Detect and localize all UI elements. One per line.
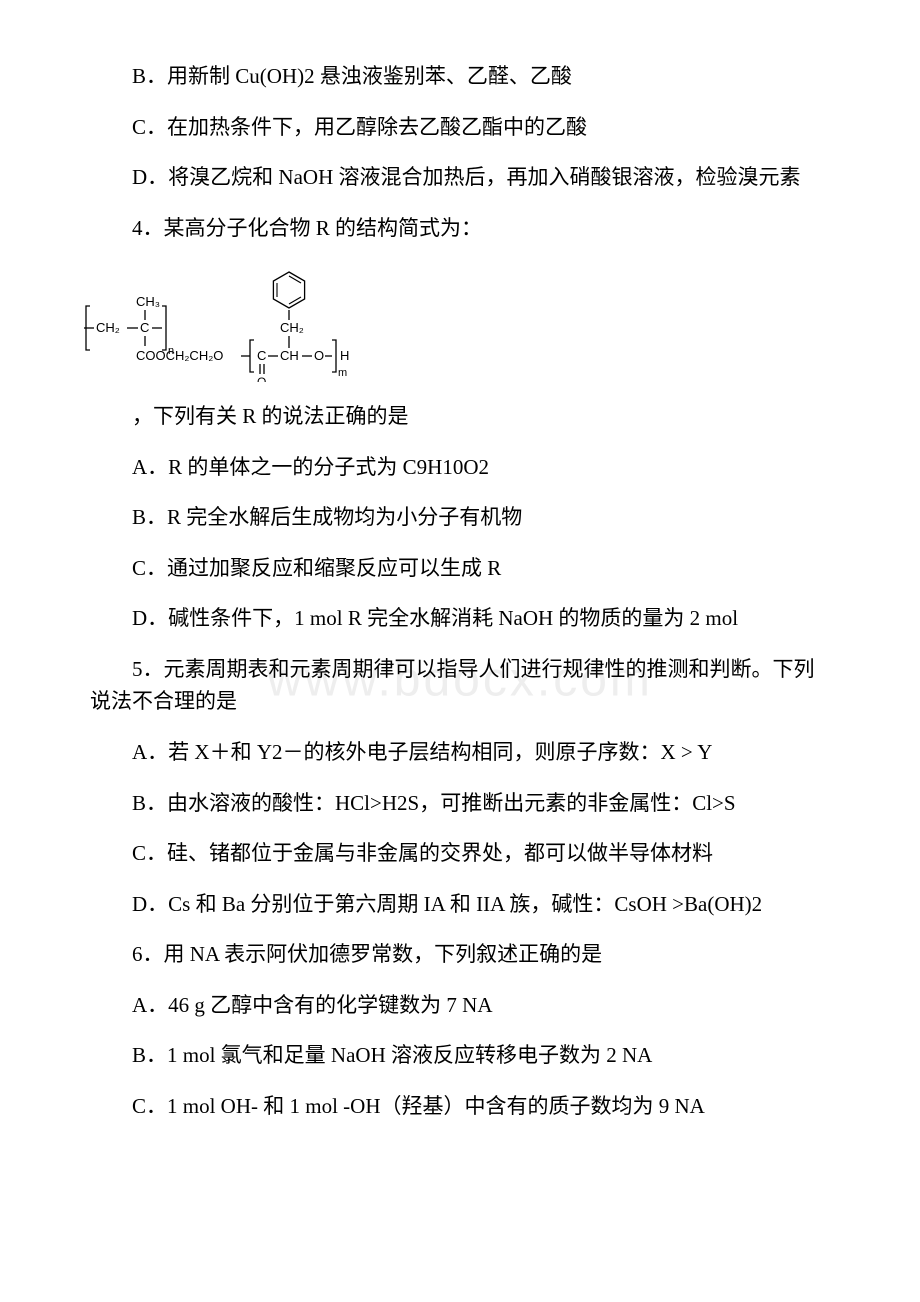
option-5d: D．Cs 和 Ba 分别位于第六周期 IA 和 IIA 族，碱性：CsOH >B… (90, 888, 830, 921)
formula-cooch: COOCH₂CH₂O (136, 348, 223, 363)
structure-svg: CH₂ C CH₃ n COOCH₂CH₂O C CH (84, 262, 424, 382)
formula-c-center: C (140, 320, 149, 335)
question-6-stem: 6．用 NA 表示阿伏加德罗常数，下列叙述正确的是 (90, 938, 830, 971)
option-4a: A．R 的单体之一的分子式为 C9H10O2 (90, 451, 830, 484)
formula-o-double: O (257, 375, 266, 382)
option-5c: C．硅、锗都位于金属与非金属的交界处，都可以做半导体材料 (90, 837, 830, 870)
formula-c-bottom: C (257, 348, 266, 363)
option-4b: B．R 完全水解后生成物均为小分子有机物 (90, 501, 830, 534)
question-4-tail: ，下列有关 R 的说法正确的是 (90, 400, 830, 433)
option-6b: B．1 mol 氯气和足量 NaOH 溶液反应转移电子数为 2 NA (90, 1039, 830, 1072)
question-4-stem: 4．某高分子化合物 R 的结构简式为： (90, 212, 830, 245)
option-3d: D．将溴乙烷和 NaOH 溶液混合加热后，再加入硝酸银溶液，检验溴元素 (90, 161, 830, 194)
question-5-stem: 5．元素周期表和元素周期律可以指导人们进行规律性的推测和判断。下列说法不合理的是 (90, 653, 830, 718)
formula-m-subscript: m (338, 367, 347, 379)
formula-ch-o: CH (280, 348, 299, 363)
option-6c: C．1 mol OH- 和 1 mol -OH（羟基）中含有的质子数均为 9 N… (90, 1090, 830, 1123)
option-3c: C．在加热条件下，用乙醇除去乙酸乙酯中的乙酸 (90, 111, 830, 144)
formula-ch3: CH₃ (136, 294, 160, 309)
option-6a: A．46 g 乙醇中含有的化学键数为 7 NA (90, 989, 830, 1022)
option-4d: D．碱性条件下，1 mol R 完全水解消耗 NaOH 的物质的量为 2 mol (90, 602, 830, 635)
option-5a: A．若 X＋和 Y2－的核外电子层结构相同，则原子序数：X > Y (90, 736, 830, 769)
formula-ch2-right: CH₂ (280, 320, 304, 335)
chemical-structure: CH₂ C CH₃ n COOCH₂CH₂O C CH (84, 262, 830, 382)
formula-ch2-left: CH₂ (96, 320, 120, 335)
formula-o-text: O (314, 348, 324, 363)
option-3b: B．用新制 Cu(OH)2 悬浊液鉴别苯、乙醛、乙酸 (90, 60, 830, 93)
document-body: B．用新制 Cu(OH)2 悬浊液鉴别苯、乙醛、乙酸 C．在加热条件下，用乙醇除… (90, 60, 830, 1122)
formula-h-end: H (340, 348, 349, 363)
option-4c: C．通过加聚反应和缩聚反应可以生成 R (90, 552, 830, 585)
option-5b: B．由水溶液的酸性：HCl>H2S，可推断出元素的非金属性：Cl>S (90, 787, 830, 820)
